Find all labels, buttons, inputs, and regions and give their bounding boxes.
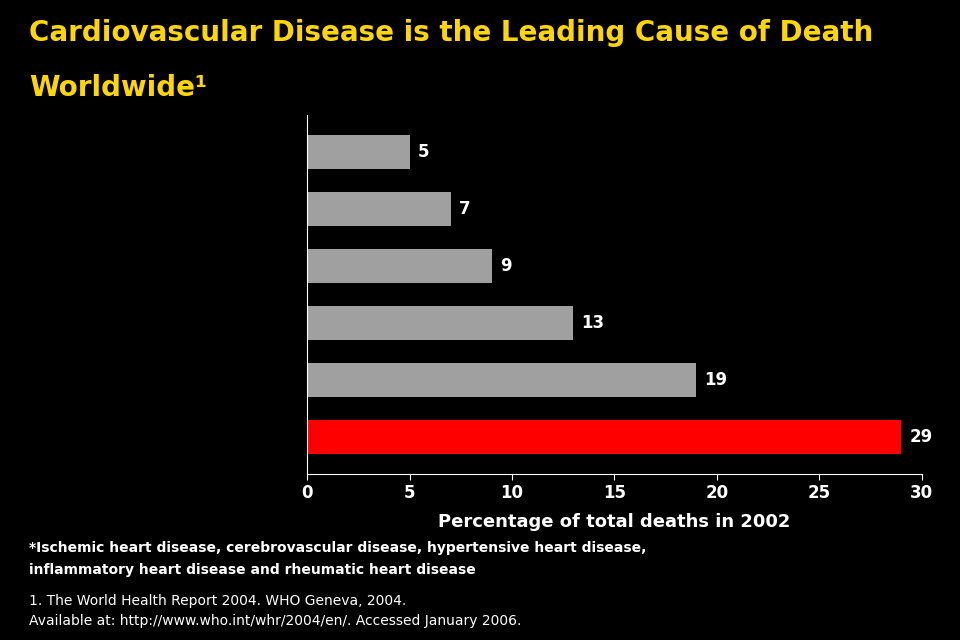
Text: 5: 5 — [418, 143, 429, 161]
Bar — [307, 420, 901, 454]
Bar — [307, 249, 492, 283]
Bar — [307, 192, 450, 226]
Text: Cardiovascular Disease is the Leading Cause of Death: Cardiovascular Disease is the Leading Ca… — [29, 19, 873, 47]
Bar — [307, 135, 410, 169]
Text: 7: 7 — [459, 200, 470, 218]
Text: inflammatory heart disease and rheumatic heart disease: inflammatory heart disease and rheumatic… — [29, 563, 475, 577]
Text: *Ischemic heart disease, cerebrovascular disease, hypertensive heart disease,: *Ischemic heart disease, cerebrovascular… — [29, 541, 646, 555]
Text: 1. The World Health Report 2004. WHO Geneva, 2004.: 1. The World Health Report 2004. WHO Gen… — [29, 594, 406, 608]
Text: Worldwide¹: Worldwide¹ — [29, 74, 206, 102]
Text: 9: 9 — [500, 257, 512, 275]
Text: Available at: http://www.who.int/whr/2004/en/. Accessed January 2006.: Available at: http://www.who.int/whr/200… — [29, 614, 521, 628]
Text: 29: 29 — [909, 428, 932, 445]
Text: 19: 19 — [705, 371, 728, 388]
Text: 13: 13 — [582, 314, 605, 332]
Bar — [307, 363, 696, 397]
X-axis label: Percentage of total deaths in 2002: Percentage of total deaths in 2002 — [438, 513, 791, 531]
Bar — [307, 306, 573, 340]
